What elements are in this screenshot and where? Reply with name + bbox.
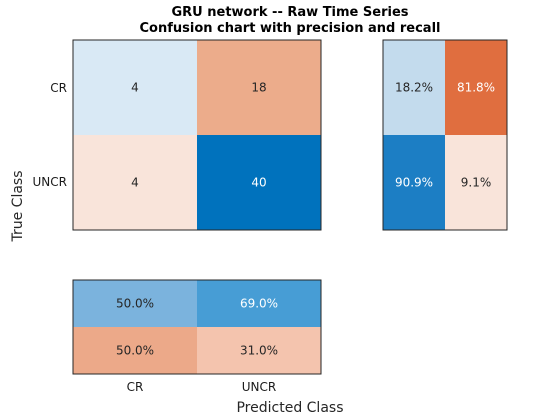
matrix-cell-r2-c2	[197, 135, 321, 230]
matrix-value-r2-c1: 4	[131, 176, 139, 190]
matrix-border	[72, 39, 322, 231]
row-summary-border	[382, 39, 508, 231]
column-summary-precision-recall: 50.0% 69.0% 50.0% 31.0%	[72, 279, 322, 375]
matrix-cell-r1-c1	[73, 40, 197, 135]
x-axis-label: Predicted Class	[236, 400, 343, 416]
matrix-value-r1-c2: 18	[251, 81, 266, 95]
column-summary-cell-r2-c1	[73, 327, 197, 374]
x-tick-label-cr: CR	[127, 380, 144, 394]
row-summary-cell-r1-c1	[383, 40, 445, 135]
confusion-matrix: 4 18 4 40	[72, 39, 322, 231]
matrix-cell-r1-c2	[197, 40, 321, 135]
column-summary-value-r2-c2: 31.0%	[240, 344, 278, 358]
y-tick-label-uncr: UNCR	[33, 175, 67, 189]
row-summary-precision-recall: 18.2% 81.8% 90.9% 9.1%	[382, 39, 508, 231]
column-summary-value-r1-c2: 69.0%	[240, 297, 278, 311]
chart-subtitle: Confusion chart with precision and recal…	[140, 21, 441, 36]
column-summary-border	[72, 279, 322, 375]
x-tick-label-uncr: UNCR	[242, 380, 276, 394]
matrix-cell-r2-c1	[73, 135, 197, 230]
row-summary-cell-r2-c1	[383, 135, 445, 230]
y-axis-label: True Class	[10, 170, 26, 242]
matrix-value-r2-c2: 40	[251, 176, 266, 190]
row-summary-value-r1-c2: 81.8%	[457, 81, 495, 95]
column-summary-cell-r1-c2	[197, 280, 321, 327]
y-tick-label-cr: CR	[50, 81, 67, 95]
row-summary-value-r1-c1: 18.2%	[395, 81, 433, 95]
chart-title: GRU network -- Raw Time Series	[171, 5, 408, 20]
row-summary-value-r2-c1: 90.9%	[395, 176, 433, 190]
row-summary-cell-r2-c2	[445, 135, 507, 230]
column-summary-value-r1-c1: 50.0%	[116, 297, 154, 311]
column-summary-cell-r2-c2	[197, 327, 321, 374]
row-summary-value-r2-c2: 9.1%	[461, 176, 492, 190]
row-summary-cell-r1-c2	[445, 40, 507, 135]
matrix-value-r1-c1: 4	[131, 81, 139, 95]
column-summary-cell-r1-c1	[73, 280, 197, 327]
column-summary-value-r2-c1: 50.0%	[116, 344, 154, 358]
